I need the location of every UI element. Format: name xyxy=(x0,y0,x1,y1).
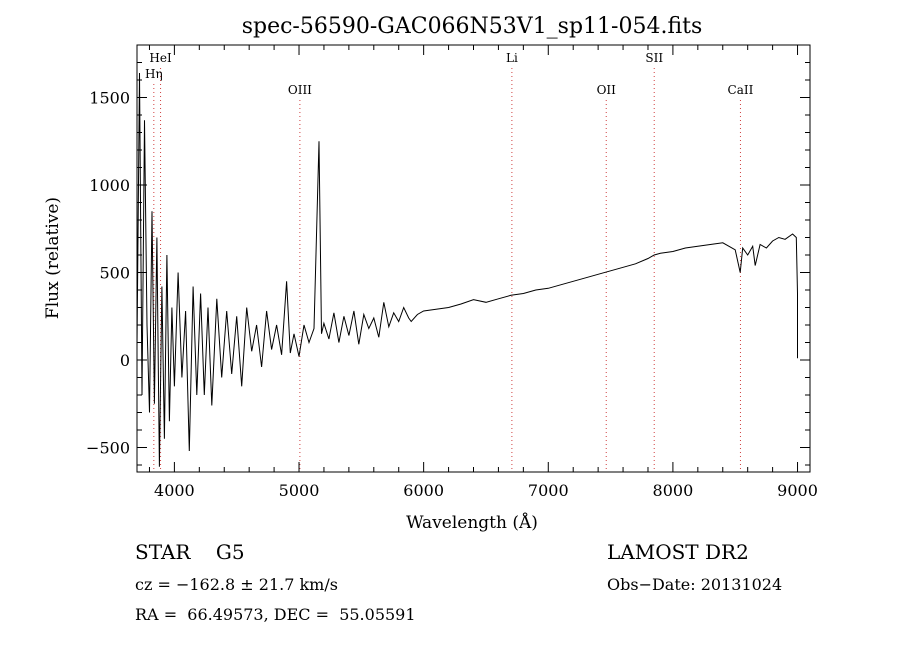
y-axis-ticks: −500 0 500 1000 1500 xyxy=(86,62,810,466)
line-marker-label-6: CaII xyxy=(728,83,754,97)
x-axis-label: Wavelength (Å) xyxy=(406,512,538,533)
line-markers xyxy=(153,68,741,472)
x-axis-ticks: 4000 5000 6000 7000 8000 9000 xyxy=(148,45,818,500)
y-tick-label: 500 xyxy=(99,264,130,283)
chart-title: spec-56590-GAC066N53V1_sp11-054.fits xyxy=(242,14,703,39)
x-tick-label: 8000 xyxy=(653,481,694,500)
line-marker-label-5: SII xyxy=(645,51,663,65)
x-tick-label: 7000 xyxy=(528,481,569,500)
x-tick-label: 5000 xyxy=(279,481,320,500)
line-marker-labels: Hη HeI OIII Li OII SII CaII xyxy=(145,51,754,97)
line-marker-label-2: OIII xyxy=(288,83,312,97)
line-marker-label-0: Hη xyxy=(145,67,163,81)
line-marker-label-4: OII xyxy=(597,83,617,97)
survey-name: LAMOST DR2 xyxy=(607,540,749,564)
y-tick-label: −500 xyxy=(86,439,130,458)
coordinates-readout: RA = 66.49573, DEC = 55.05591 xyxy=(135,605,416,624)
x-tick-label: 6000 xyxy=(403,481,444,500)
y-tick-label: 1500 xyxy=(89,89,130,108)
x-tick-label: 4000 xyxy=(154,481,195,500)
spectrum-series-line xyxy=(136,72,798,467)
y-tick-label: 1000 xyxy=(89,176,130,195)
y-axis-label: Flux (relative) xyxy=(43,197,63,319)
x-tick-label: 9000 xyxy=(777,481,818,500)
plot-frame xyxy=(136,44,811,473)
line-marker-label-1: HeI xyxy=(149,51,172,65)
y-tick-label: 0 xyxy=(120,351,130,370)
obs-date: Obs−Date: 20131024 xyxy=(607,575,783,594)
line-marker-label-3: Li xyxy=(506,51,518,65)
velocity-readout: cz = −162.8 ± 21.7 km/s xyxy=(135,575,338,594)
object-class: STAR G5 xyxy=(135,540,245,564)
